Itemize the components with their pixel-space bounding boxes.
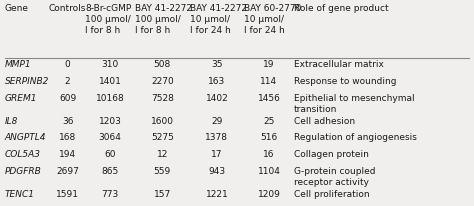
Text: 0: 0 bbox=[64, 60, 71, 69]
Text: 1104: 1104 bbox=[257, 167, 281, 176]
Text: Regulation of angiogenesis: Regulation of angiogenesis bbox=[294, 133, 417, 143]
Text: 29: 29 bbox=[211, 117, 222, 126]
Text: Cell adhesion: Cell adhesion bbox=[294, 117, 355, 126]
Text: Cell proliferation: Cell proliferation bbox=[294, 190, 370, 199]
Text: 19: 19 bbox=[263, 60, 275, 69]
Text: 168: 168 bbox=[59, 133, 76, 143]
Text: 25: 25 bbox=[264, 117, 274, 126]
Text: Gene: Gene bbox=[5, 4, 29, 13]
Text: 10168: 10168 bbox=[96, 94, 125, 103]
Text: 310: 310 bbox=[101, 60, 119, 69]
Text: PDGFRB: PDGFRB bbox=[5, 167, 42, 176]
Text: Role of gene product: Role of gene product bbox=[294, 4, 389, 13]
Text: BAY 41-2272
100 μmol/
l for 8 h: BAY 41-2272 100 μmol/ l for 8 h bbox=[135, 4, 192, 35]
Text: 1401: 1401 bbox=[99, 77, 122, 86]
Text: Controls: Controls bbox=[49, 4, 86, 13]
Text: 865: 865 bbox=[101, 167, 119, 176]
Text: 2697: 2697 bbox=[56, 167, 79, 176]
Text: 1600: 1600 bbox=[151, 117, 174, 126]
Text: COL5A3: COL5A3 bbox=[5, 150, 41, 159]
Text: 516: 516 bbox=[260, 133, 278, 143]
Text: 60: 60 bbox=[104, 150, 116, 159]
Text: MMP1: MMP1 bbox=[5, 60, 31, 69]
Text: 3064: 3064 bbox=[99, 133, 122, 143]
Text: BAY 41-2272
10 μmol/
l for 24 h: BAY 41-2272 10 μmol/ l for 24 h bbox=[190, 4, 246, 35]
Text: 943: 943 bbox=[208, 167, 226, 176]
Text: SERPINB2: SERPINB2 bbox=[5, 77, 49, 86]
Text: 36: 36 bbox=[62, 117, 73, 126]
Text: 194: 194 bbox=[59, 150, 76, 159]
Text: 35: 35 bbox=[211, 60, 223, 69]
Text: 157: 157 bbox=[154, 190, 171, 199]
Text: Collagen protein: Collagen protein bbox=[294, 150, 369, 159]
Text: 1378: 1378 bbox=[205, 133, 228, 143]
Text: Response to wounding: Response to wounding bbox=[294, 77, 396, 86]
Text: 773: 773 bbox=[101, 190, 119, 199]
Text: 5275: 5275 bbox=[151, 133, 174, 143]
Text: 16: 16 bbox=[263, 150, 275, 159]
Text: 163: 163 bbox=[208, 77, 226, 86]
Text: 1456: 1456 bbox=[257, 94, 281, 103]
Text: 1209: 1209 bbox=[257, 190, 281, 199]
Text: Epithelial to mesenchymal
transition: Epithelial to mesenchymal transition bbox=[294, 94, 414, 114]
Text: 2270: 2270 bbox=[151, 77, 173, 86]
Text: 2: 2 bbox=[65, 77, 70, 86]
Text: 508: 508 bbox=[154, 60, 171, 69]
Text: GREM1: GREM1 bbox=[5, 94, 37, 103]
Text: Extracellular matrix: Extracellular matrix bbox=[294, 60, 384, 69]
Text: IL8: IL8 bbox=[5, 117, 18, 126]
Text: 114: 114 bbox=[260, 77, 278, 86]
Text: 7528: 7528 bbox=[151, 94, 174, 103]
Text: BAY 60-2770
10 μmol/
l for 24 h: BAY 60-2770 10 μmol/ l for 24 h bbox=[244, 4, 301, 35]
Text: ANGPTL4: ANGPTL4 bbox=[5, 133, 46, 143]
Text: 559: 559 bbox=[154, 167, 171, 176]
Text: 609: 609 bbox=[59, 94, 76, 103]
Text: 12: 12 bbox=[157, 150, 168, 159]
Text: TENC1: TENC1 bbox=[5, 190, 35, 199]
Text: 8-Br-cGMP
100 μmol/
l for 8 h: 8-Br-cGMP 100 μmol/ l for 8 h bbox=[85, 4, 132, 35]
Text: 17: 17 bbox=[211, 150, 223, 159]
Text: G-protein coupled
receptor activity: G-protein coupled receptor activity bbox=[294, 167, 375, 187]
Text: 1203: 1203 bbox=[99, 117, 122, 126]
Text: 1221: 1221 bbox=[206, 190, 228, 199]
Text: 1402: 1402 bbox=[206, 94, 228, 103]
Text: 1591: 1591 bbox=[56, 190, 79, 199]
